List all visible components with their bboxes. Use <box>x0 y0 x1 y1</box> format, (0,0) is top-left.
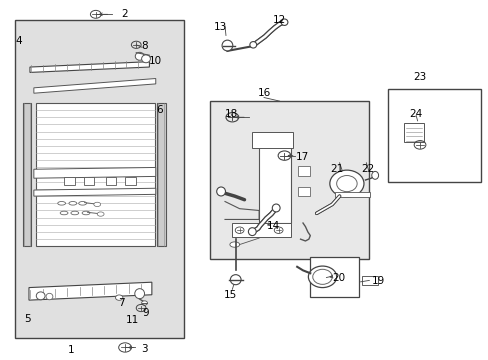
Ellipse shape <box>46 293 53 300</box>
Text: 7: 7 <box>118 298 124 308</box>
Text: 15: 15 <box>224 291 237 301</box>
Text: 8: 8 <box>141 41 147 50</box>
Bar <box>125 177 136 185</box>
Text: 18: 18 <box>225 109 238 120</box>
Ellipse shape <box>371 171 378 179</box>
Ellipse shape <box>312 269 331 284</box>
Ellipse shape <box>142 301 147 305</box>
Bar <box>36 103 155 246</box>
Bar <box>259 144 290 223</box>
Text: 11: 11 <box>125 315 139 325</box>
Ellipse shape <box>229 242 239 247</box>
Bar <box>298 187 310 196</box>
Text: 23: 23 <box>412 72 426 82</box>
Text: 4: 4 <box>16 36 22 46</box>
Text: 13: 13 <box>213 22 226 32</box>
Ellipse shape <box>135 52 144 60</box>
Text: 24: 24 <box>408 109 422 119</box>
Bar <box>387 89 480 182</box>
Text: 2: 2 <box>122 9 128 19</box>
Ellipse shape <box>336 176 356 192</box>
Text: 10: 10 <box>149 56 162 66</box>
Ellipse shape <box>60 211 68 215</box>
Bar <box>64 177 75 185</box>
Ellipse shape <box>82 211 90 215</box>
Ellipse shape <box>249 41 256 48</box>
Text: 16: 16 <box>257 88 270 98</box>
Bar <box>15 21 183 338</box>
Polygon shape <box>30 62 149 72</box>
Bar <box>22 103 31 246</box>
Ellipse shape <box>308 266 336 288</box>
Ellipse shape <box>58 202 65 205</box>
Ellipse shape <box>272 204 280 212</box>
Bar <box>210 101 368 259</box>
Polygon shape <box>29 282 152 300</box>
Ellipse shape <box>329 170 363 197</box>
Text: 22: 22 <box>360 164 373 174</box>
Text: 19: 19 <box>371 276 385 286</box>
Bar <box>310 257 358 297</box>
Text: 12: 12 <box>272 15 285 26</box>
Ellipse shape <box>71 211 79 215</box>
Polygon shape <box>34 188 156 196</box>
Bar <box>232 223 290 237</box>
Ellipse shape <box>97 212 104 216</box>
Text: 1: 1 <box>68 345 75 355</box>
Ellipse shape <box>69 202 77 205</box>
Ellipse shape <box>115 295 122 300</box>
Bar <box>298 166 310 176</box>
Bar <box>105 177 116 185</box>
Text: 20: 20 <box>332 273 345 283</box>
Text: 9: 9 <box>142 308 149 318</box>
Bar <box>157 103 165 246</box>
Bar <box>251 132 293 148</box>
Ellipse shape <box>94 202 101 207</box>
Bar <box>83 177 94 185</box>
Bar <box>404 123 423 142</box>
Text: 21: 21 <box>330 164 343 174</box>
Text: 5: 5 <box>24 314 31 324</box>
Text: 3: 3 <box>141 344 147 354</box>
Ellipse shape <box>135 289 144 299</box>
Polygon shape <box>34 167 156 178</box>
Text: 14: 14 <box>266 221 280 231</box>
Ellipse shape <box>222 40 232 51</box>
Polygon shape <box>34 78 156 93</box>
Bar <box>334 192 369 197</box>
Ellipse shape <box>142 55 150 63</box>
Ellipse shape <box>36 292 45 300</box>
Ellipse shape <box>248 228 256 235</box>
Bar <box>361 276 377 285</box>
Ellipse shape <box>230 275 241 285</box>
Ellipse shape <box>79 202 86 205</box>
Ellipse shape <box>216 187 225 196</box>
Ellipse shape <box>281 19 287 26</box>
Text: 17: 17 <box>295 152 308 162</box>
Text: 6: 6 <box>156 105 162 115</box>
